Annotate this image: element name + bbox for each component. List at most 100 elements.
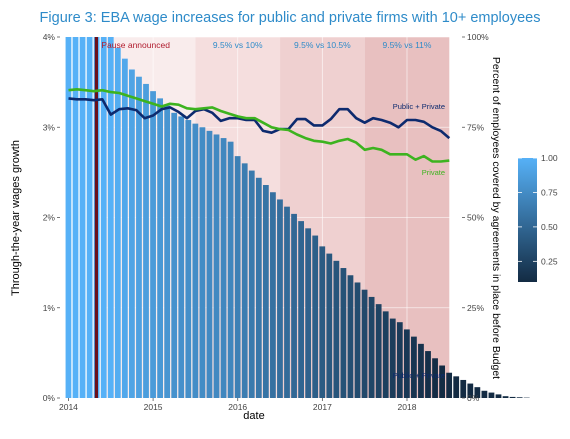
x-tick-label: 2015 xyxy=(144,402,163,412)
coverage-bar xyxy=(361,289,368,398)
annotation-label: Public + Private xyxy=(393,371,445,380)
y-axis-label-right: Percent of employees covered by agreemen… xyxy=(490,57,502,379)
region-labels: 9.5% vs 10% 9.5% vs 10.5% 9.5% vs 11% xyxy=(213,40,432,50)
y-tick-label-right: 0% xyxy=(467,393,480,403)
legend-colorbar xyxy=(518,158,537,282)
legend-tick-label: 0.75 xyxy=(541,187,558,197)
coverage-bar xyxy=(284,206,290,398)
coverage-bar xyxy=(150,91,156,399)
pause-label: Pause announced xyxy=(101,40,170,50)
coverage-bar xyxy=(305,228,312,398)
coverage-bar xyxy=(460,379,467,398)
coverage-bar xyxy=(171,112,178,398)
coverage-bar xyxy=(516,397,523,398)
y-tick-label-right: 50% xyxy=(467,213,484,223)
coverage-bar xyxy=(446,372,453,398)
y-tick-label-left: 0% xyxy=(43,393,56,403)
region-label: 9.5% vs 10.5% xyxy=(294,40,351,50)
coverage-bar xyxy=(333,260,340,398)
coverage-bar xyxy=(425,351,431,398)
legend-tick-label: 0.50 xyxy=(541,222,558,232)
coverage-bar xyxy=(262,185,269,398)
coverage-bar xyxy=(495,394,502,398)
y-tick-label-left: 4% xyxy=(43,32,56,42)
coverage-bar xyxy=(220,138,227,398)
coverage-bar xyxy=(164,105,171,398)
y-tick-label-right: 75% xyxy=(467,122,484,132)
series-lines xyxy=(68,88,451,163)
annotations: Public + Private Private Public + Private xyxy=(393,102,445,380)
series-line xyxy=(68,97,451,140)
coverage-bar xyxy=(178,116,185,399)
coverage-bar xyxy=(227,141,234,398)
coverage-bar xyxy=(509,396,516,398)
coverage-bar xyxy=(389,318,396,398)
coverage-bar xyxy=(121,58,128,398)
coverage-bar xyxy=(143,83,149,399)
coverage-bar xyxy=(411,336,417,398)
coverage-bar xyxy=(439,365,445,398)
coverage-bar xyxy=(368,296,375,398)
coverage-bar xyxy=(213,134,220,398)
chart-title: Figure 3: EBA wage increases for public … xyxy=(40,10,541,26)
coverage-bar xyxy=(312,235,319,398)
coverage-bar xyxy=(157,98,164,399)
coverage-bar xyxy=(488,392,495,398)
coverage-bar xyxy=(418,343,424,398)
annotation-label: Public + Private xyxy=(393,102,445,111)
y-tick-label-left: 1% xyxy=(43,303,56,313)
series-line xyxy=(68,88,450,163)
legend-tick-label: 1.00 xyxy=(541,153,558,163)
coverage-bar xyxy=(241,163,248,398)
y-tick-label-left: 3% xyxy=(43,122,56,132)
coverage-bar xyxy=(255,177,262,398)
coverage-bar xyxy=(375,304,382,398)
coverage-bar xyxy=(129,69,135,399)
y-tick-label-right: 100% xyxy=(467,32,489,42)
coverage-bar xyxy=(107,37,114,398)
coverage-bar xyxy=(340,268,347,398)
coverage-bar xyxy=(270,192,276,398)
coverage-bar xyxy=(136,76,142,399)
x-tick-label: 2017 xyxy=(313,402,332,412)
coverage-bar xyxy=(86,37,93,398)
x-tick-label: 2018 xyxy=(398,402,417,412)
coverage-bar xyxy=(192,123,199,398)
coverage-bar xyxy=(432,358,438,398)
coverage-bar xyxy=(326,253,333,398)
coverage-bar xyxy=(481,390,488,398)
coverage-bar xyxy=(347,275,354,398)
coverage-bar xyxy=(354,282,361,398)
coverage-bar xyxy=(502,396,509,398)
y-axis-label-left: Through-the-year wages growth xyxy=(10,140,22,296)
coverage-bar xyxy=(114,47,121,399)
coverage-bar xyxy=(319,246,326,398)
coverage-bar xyxy=(453,376,460,398)
region-label: 9.5% vs 10% xyxy=(213,40,263,50)
coverage-bar xyxy=(298,221,304,398)
coverage-bar xyxy=(72,37,79,398)
y-tick-label-left: 2% xyxy=(43,213,56,223)
coverage-bar xyxy=(234,156,241,398)
color-legend: 1.00 0.75 0.50 0.25 xyxy=(518,153,558,282)
coverage-bar xyxy=(65,37,72,398)
axes: 0% 1% 2% 3% 4% 0% 25% 50% 75% 100% 2014 2015 2016 201… xyxy=(43,32,489,412)
coverage-bar xyxy=(396,322,403,398)
coverage-bar xyxy=(79,37,86,398)
coverage-bar xyxy=(382,311,389,398)
coverage-bar xyxy=(277,199,283,398)
x-axis-label: date xyxy=(243,410,264,422)
x-tick-label: 2014 xyxy=(59,402,78,412)
coverage-bar xyxy=(185,120,192,398)
coverage-bar xyxy=(248,170,255,398)
coverage-bar xyxy=(474,387,481,398)
coverage-bar xyxy=(100,37,107,398)
region-label: 9.5% vs 11% xyxy=(382,40,431,50)
pause-marker: Pause announced xyxy=(94,37,170,398)
x-tick-label: 2016 xyxy=(228,402,247,412)
annotation-label: Private xyxy=(422,168,445,177)
coverage-bar xyxy=(206,130,213,399)
coverage-bar xyxy=(291,213,297,398)
coverage-bar xyxy=(403,329,410,398)
